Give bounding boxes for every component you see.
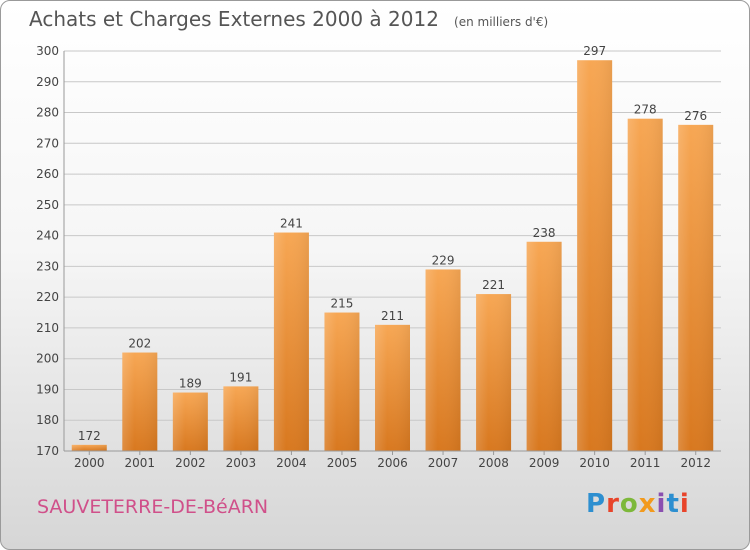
bar-shine [71,444,107,451]
x-tick-label: 2011 [630,456,661,470]
x-tick-label: 2001 [125,456,156,470]
value-label: 276 [684,109,707,123]
value-label: 278 [634,103,657,117]
value-label: 202 [128,337,151,351]
y-tick-label: 270 [36,136,59,150]
chart-title: Achats et Charges Externes 2000 à 2012 [29,7,439,31]
value-label: 191 [229,370,252,384]
y-tick-label: 170 [36,444,59,458]
y-tick-label: 210 [36,321,59,335]
bar-shine [324,312,360,451]
y-tick-label: 220 [36,290,59,304]
bar-shine [425,269,461,451]
x-tick-label: 2006 [377,456,408,470]
x-tick-label: 2010 [579,456,610,470]
value-label: 172 [78,429,101,443]
bar-shine [526,241,562,451]
y-tick-label: 200 [36,352,59,366]
value-label: 238 [533,226,556,240]
y-tick-label: 240 [36,229,59,243]
value-label: 229 [432,253,455,267]
bar-shine [375,324,410,451]
bar-shine [476,294,512,451]
value-label: 241 [280,217,303,231]
x-tick-label: 2002 [175,456,206,470]
x-tick-label: 2004 [276,456,307,470]
bar-shine [122,352,158,451]
x-tick-label: 2003 [226,456,257,470]
value-label: 297 [583,44,606,58]
bar-shine [678,124,714,451]
x-tick-label: 2007 [428,456,459,470]
x-tick-label: 2009 [529,456,560,470]
y-tick-label: 180 [36,413,59,427]
y-tick-label: 290 [36,75,59,89]
proxiti-logo: Proxiti [586,489,690,519]
y-tick-label: 260 [36,167,59,181]
value-label: 221 [482,278,505,292]
y-tick-label: 250 [36,198,59,212]
x-tick-label: 2012 [680,456,711,470]
bar-shine [273,232,309,451]
y-tick-label: 280 [36,106,59,120]
value-label: 189 [179,377,202,391]
x-tick-label: 2005 [327,456,358,470]
x-tick-label: 2008 [478,456,509,470]
y-tick-label: 230 [36,259,59,273]
bar-shine [223,386,259,451]
chart-title-block: Achats et Charges Externes 2000 à 2012 (… [29,7,548,31]
y-tick-label: 190 [36,382,59,396]
chart-unit: (en milliers d'€) [454,15,549,29]
value-label: 211 [381,309,404,323]
y-tick-label: 300 [36,44,59,58]
x-tick-label: 2000 [74,456,105,470]
bar-shine [627,118,663,451]
bar-shine [577,60,613,451]
place-name: SAUVETERRE-DE-BéARN [37,496,269,518]
bar-shine [172,392,208,451]
value-label: 215 [331,297,354,311]
